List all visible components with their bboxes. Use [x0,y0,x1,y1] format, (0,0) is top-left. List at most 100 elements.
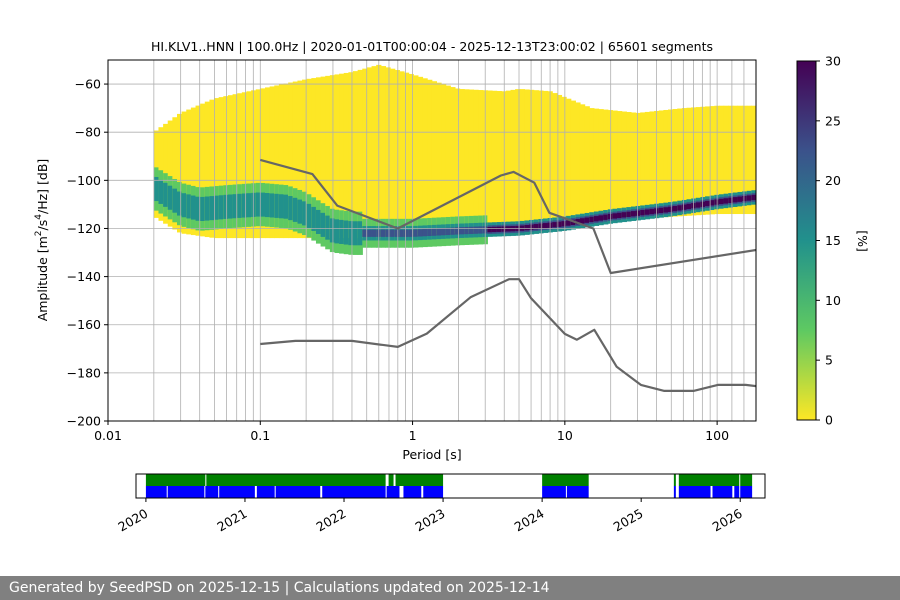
heatmap-cell [339,73,345,239]
heatmap-cell [204,196,211,221]
heatmap-column [417,76,424,248]
heatmap-cell [468,89,475,233]
heatmap-column [274,85,280,239]
y-tick-label: −160 [67,317,101,332]
availability-bar-lower [734,486,740,498]
heatmap-cell [542,90,549,229]
heatmap-column [575,102,581,229]
heatmap-cell [570,100,576,226]
heatmap-cell [413,229,419,237]
x-axis-label: Period [s] [402,447,461,462]
heatmap-column [728,105,734,215]
heatmap-cell [635,210,641,216]
heatmap-column [441,84,447,247]
heatmap-column [385,67,391,248]
heatmap-column [570,100,576,230]
heatmap-cell [459,89,465,234]
availability-bar-upper [673,474,676,486]
heatmap-cell [260,88,266,239]
heatmap-cell [237,93,243,239]
colorbar-tick-label: 0 [825,413,833,428]
timeline-year-label: 2023 [413,506,448,535]
heatmap-cell [413,75,419,236]
heatmap-column [454,88,461,246]
heatmap-cell [385,229,391,237]
heatmap-cell [593,216,600,222]
heatmap-cell [579,104,586,225]
heatmap-column [751,105,756,215]
heatmap-cell [566,220,572,226]
heatmap-cell [186,194,192,219]
heatmap-column [325,75,331,250]
heatmap-cell [302,79,308,239]
heatmap-column [672,109,678,217]
heatmap-cell [612,110,618,222]
heatmap-cell [390,229,396,237]
heatmap-cell [529,89,535,230]
heatmap-cell [223,96,229,239]
x-tick-label: 100 [705,428,729,443]
heatmap-cell [246,91,252,239]
heatmap-cell [325,215,331,240]
heatmap-column [172,117,178,230]
heatmap-column [746,105,752,215]
heatmap-cell [348,221,354,246]
heatmap-cell [737,105,743,215]
heatmap-column [686,107,692,216]
heatmap-cell [362,229,368,237]
heatmap-cell [255,89,261,239]
heatmap-cell [737,196,743,202]
heatmap-cell [278,194,285,219]
heatmap-cell [214,98,220,239]
heatmap-column [491,90,498,237]
noise-model-line-nlnm [260,278,756,392]
colorbar-ticks: 0 5 10 15 20 25 30 [816,54,841,428]
heatmap-column [366,67,373,248]
timeline-bars [145,474,753,498]
availability-bar-lower [219,486,255,498]
heatmap-cell [292,81,299,239]
heatmap-cell [218,97,224,239]
heatmap-column [561,96,567,231]
heatmap-column [427,79,433,247]
heatmap-column [621,111,627,223]
heatmap-cell [640,112,646,219]
heatmap-cell [579,218,586,224]
heatmap-column [371,66,377,248]
heatmap-cell [343,220,349,245]
x-tick-label: 10 [557,428,573,443]
heatmap-column [542,90,549,233]
heatmap-cell [348,72,354,239]
heatmap-column [339,73,345,254]
heatmap-column [283,83,289,239]
noise-model-line-nhnm [260,158,756,275]
heatmap-column [390,68,396,248]
heatmap-cell [399,71,405,237]
heatmap-cell [617,212,623,219]
availability-bar-lower [386,486,400,498]
colorbar: 0 5 10 15 20 25 30 [%] [796,54,870,428]
heatmap-cell [542,223,549,229]
heatmap-cell [329,75,336,239]
heatmap-cell [274,193,280,218]
heatmap-cell [621,212,627,218]
heatmap-cell [232,94,238,239]
heatmap-column [630,112,637,221]
heatmap-cell [218,195,224,220]
heatmap-column [450,87,456,246]
heatmap-column [348,72,354,255]
availability-bar-lower [167,486,205,498]
heatmap-cell [311,206,317,231]
heatmap-column [732,105,739,215]
heatmap-cell [306,203,312,228]
availability-bar-upper [145,474,206,486]
heatmap-cell [677,205,683,211]
heatmap-cell [177,113,183,233]
heatmap-cell [380,66,387,238]
heatmap-column [288,82,294,239]
heatmap-cell [626,211,632,217]
heatmap-column [589,108,595,227]
heatmap-column [315,77,322,244]
heatmap-column [297,80,303,239]
y-tick-label: −100 [67,173,101,188]
